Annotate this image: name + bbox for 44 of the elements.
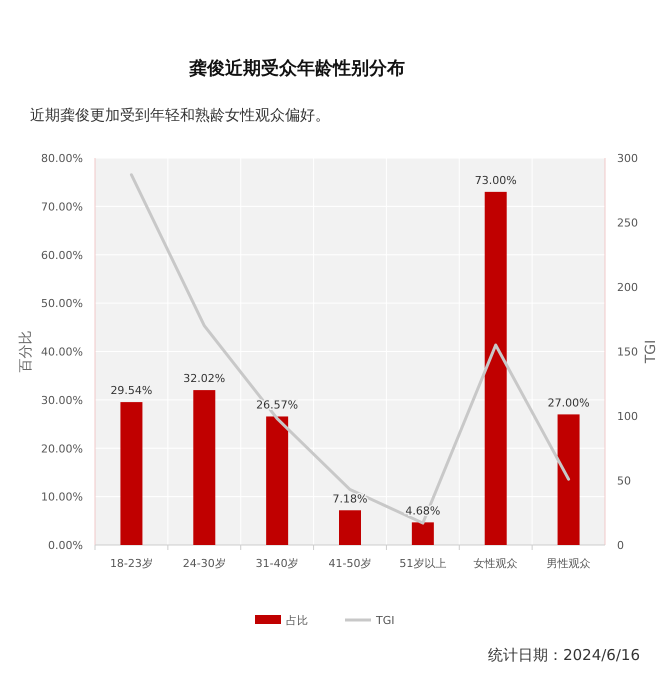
- x-tick-label: 18-23岁: [110, 557, 153, 570]
- y2-tick-label: 150: [617, 346, 638, 358]
- bar: [193, 390, 216, 545]
- y-tick-label: 60.00%: [41, 248, 83, 262]
- y2-tick-label: 0: [617, 539, 624, 552]
- y-tick-label: 80.00%: [41, 152, 83, 165]
- y2-tick-label: 50: [617, 474, 631, 488]
- y-axis-title: 百分比: [18, 330, 34, 372]
- x-tick-label: 51岁以上: [399, 557, 446, 570]
- bar: [339, 510, 361, 545]
- y2-tick-label: 200: [617, 281, 638, 294]
- x-tick-label: 24-30岁: [182, 557, 226, 570]
- bar: [266, 416, 288, 545]
- text: 统计日期：2024/6/16: [488, 646, 640, 664]
- data-label: 7.18%: [332, 492, 368, 506]
- y2-tick-label: 100: [617, 410, 638, 423]
- chart-title: 龚俊近期受众年龄性别分布: [189, 58, 405, 79]
- bar: [484, 192, 507, 545]
- y-tick-label: 0.00%: [48, 539, 83, 552]
- data-label: 29.54%: [110, 384, 152, 398]
- data-label: 4.68%: [405, 504, 440, 518]
- x-tick-label: 31-40岁: [256, 557, 299, 570]
- data-label: 26.57%: [256, 398, 298, 412]
- data-label: 73.00%: [474, 174, 517, 187]
- y-tick-label: 20.00%: [41, 442, 83, 456]
- y2-axis-title: TGI: [643, 340, 659, 364]
- y-tick-label: 40.00%: [41, 346, 83, 358]
- data-label: 32.02%: [183, 372, 226, 386]
- x-tick-label: 男性观众: [546, 557, 591, 570]
- x-tick-label: 41-50岁: [328, 557, 372, 570]
- y-tick-label: 50.00%: [41, 297, 83, 310]
- bar: [558, 414, 580, 545]
- legend-label: TGI: [375, 614, 394, 627]
- chart-subtitle: 近期龚俊更加受到年轻和熟龄女性观众偏好。: [30, 106, 330, 124]
- data-label: 27.00%: [548, 396, 590, 410]
- y-tick-label: 30.00%: [41, 394, 83, 407]
- y2-tick-label: 250: [617, 216, 638, 230]
- bar: [412, 522, 434, 545]
- legend-label: 占比: [286, 614, 308, 627]
- y-tick-label: 10.00%: [41, 490, 83, 504]
- bar: [120, 402, 142, 545]
- y2-tick-label: 300: [617, 152, 638, 165]
- x-tick-label: 女性观众: [474, 557, 518, 570]
- y-tick-label: 70.00%: [41, 200, 83, 214]
